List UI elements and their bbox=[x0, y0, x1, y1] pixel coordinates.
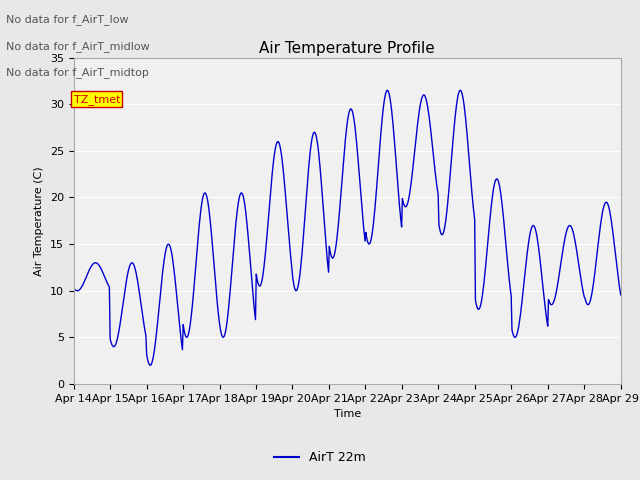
Text: TZ_tmet: TZ_tmet bbox=[74, 94, 120, 105]
Text: No data for f_AirT_low: No data for f_AirT_low bbox=[6, 14, 129, 25]
Y-axis label: Air Temperature (C): Air Temperature (C) bbox=[34, 166, 44, 276]
Text: No data for f_AirT_midlow: No data for f_AirT_midlow bbox=[6, 41, 150, 52]
Text: No data for f_AirT_midtop: No data for f_AirT_midtop bbox=[6, 67, 149, 78]
Title: Air Temperature Profile: Air Temperature Profile bbox=[259, 41, 435, 57]
X-axis label: Time: Time bbox=[333, 409, 361, 419]
Legend: AirT 22m: AirT 22m bbox=[269, 446, 371, 469]
